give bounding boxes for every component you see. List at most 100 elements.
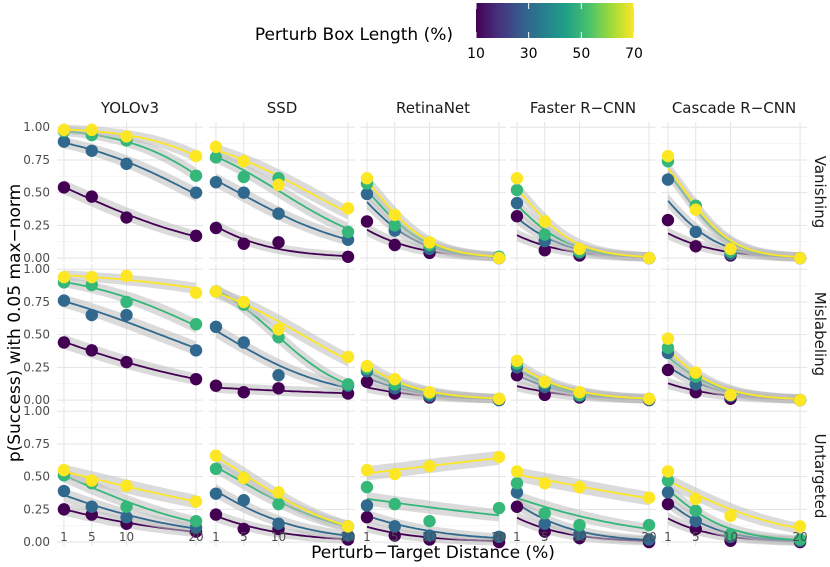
y-axis-title: p(Success) with 0.05 max−norm <box>5 184 25 462</box>
confidence-band-30 <box>216 483 348 541</box>
point-50 <box>272 497 285 511</box>
point-10 <box>209 221 223 235</box>
point-10 <box>689 240 702 253</box>
point-70 <box>642 491 656 504</box>
x-tick-label: 10 <box>422 530 437 544</box>
point-70 <box>510 354 524 368</box>
point-70 <box>360 463 374 477</box>
point-50 <box>423 514 436 528</box>
point-30 <box>360 187 374 201</box>
point-50 <box>689 504 702 517</box>
x-tick-label: 10 <box>572 530 587 544</box>
point-10 <box>57 181 71 194</box>
legend-title: Perturb Box Length (%) <box>255 25 453 45</box>
point-70 <box>360 359 374 373</box>
point-50 <box>341 378 355 391</box>
point-10 <box>388 238 401 252</box>
point-50 <box>573 518 586 532</box>
panel <box>510 122 656 265</box>
point-30 <box>57 135 71 148</box>
x-tick-label: 5 <box>692 530 700 544</box>
point-70 <box>492 251 506 265</box>
point-10 <box>237 386 250 399</box>
fit-line-50 <box>516 497 650 530</box>
point-50 <box>209 151 223 164</box>
point-30 <box>492 530 506 544</box>
legend-colorbar <box>476 3 634 38</box>
point-30 <box>209 320 223 334</box>
point-30 <box>120 511 133 524</box>
point-70 <box>661 332 675 345</box>
point-70 <box>57 123 71 137</box>
point-70 <box>538 375 551 388</box>
point-10 <box>538 244 551 257</box>
point-70 <box>724 388 737 402</box>
point-10 <box>510 500 524 513</box>
point-30 <box>189 344 203 357</box>
point-50 <box>661 341 675 354</box>
point-70 <box>341 202 355 215</box>
point-70 <box>423 459 436 473</box>
point-30 <box>573 528 586 541</box>
panel <box>209 264 355 404</box>
point-70 <box>120 130 133 143</box>
point-70 <box>573 242 586 256</box>
point-50 <box>209 462 223 476</box>
point-70 <box>237 295 250 309</box>
point-50 <box>510 183 524 197</box>
x-tick-label: 20 <box>491 530 506 544</box>
fit-line-30 <box>63 300 197 350</box>
point-30 <box>57 294 71 307</box>
point-50 <box>538 507 551 520</box>
point-70 <box>793 520 807 533</box>
x-tick-label: 20 <box>792 530 807 544</box>
panel <box>209 122 355 263</box>
point-30 <box>360 499 374 512</box>
point-50 <box>360 480 374 494</box>
point-10 <box>510 210 524 223</box>
point-50 <box>724 528 737 541</box>
point-70 <box>642 251 656 265</box>
point-50 <box>510 476 524 490</box>
point-70 <box>341 520 355 533</box>
legend-tick-label: 50 <box>572 46 590 62</box>
point-70 <box>388 372 401 386</box>
point-70 <box>360 172 374 185</box>
fit-line-70 <box>667 167 801 258</box>
y-tick-label: 1.00 <box>23 262 50 276</box>
row-strip-label: Vanishing <box>811 156 829 228</box>
point-50 <box>388 219 401 232</box>
column-strip-label: SSD <box>267 99 298 117</box>
point-30 <box>661 486 675 499</box>
point-70 <box>85 474 98 487</box>
point-50 <box>661 474 675 487</box>
x-tick-label: 10 <box>119 530 134 544</box>
point-10 <box>85 190 98 203</box>
point-70 <box>189 149 203 163</box>
row-strip-label: Mislabeling <box>811 292 829 376</box>
point-70 <box>689 492 702 506</box>
point-50 <box>237 170 250 184</box>
row-strip-label: Untargeted <box>811 434 829 519</box>
panel <box>661 406 807 549</box>
confidence-band-50 <box>64 126 196 182</box>
point-10 <box>341 250 355 263</box>
point-70 <box>724 242 737 256</box>
y-tick-label: 0.00 <box>23 251 50 265</box>
x-tick-label: 10 <box>723 530 738 544</box>
y-tick-label: 0.50 <box>23 328 50 342</box>
point-10 <box>57 336 71 349</box>
point-10 <box>209 508 223 521</box>
x-tick-label: 5 <box>541 530 549 544</box>
point-10 <box>120 355 133 369</box>
point-50 <box>793 533 807 546</box>
point-30 <box>661 173 675 186</box>
point-50 <box>642 518 656 532</box>
point-70 <box>661 465 675 478</box>
x-axis-title: Perturb−Target Distance (%) <box>311 543 555 563</box>
confidence-band-30 <box>367 509 499 543</box>
point-50 <box>189 169 203 182</box>
y-tick-label: 0.00 <box>23 393 50 407</box>
point-10 <box>661 497 675 511</box>
